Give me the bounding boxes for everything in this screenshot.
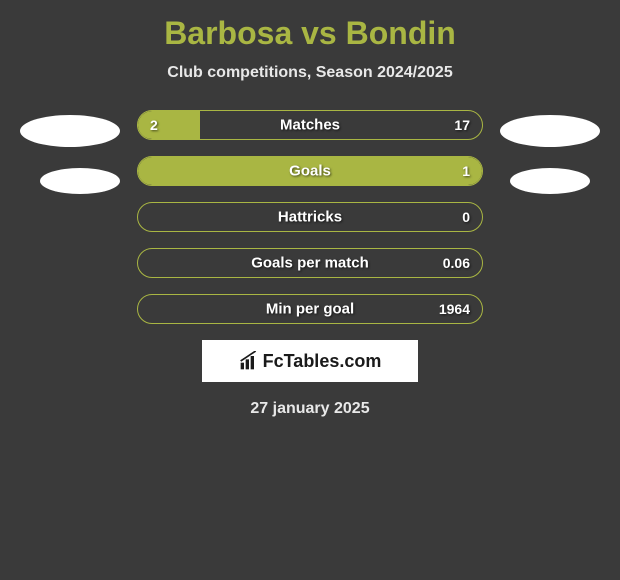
bars-wrapper: 2 Matches 17 Goals 1 Hattricks 0 Goals p… (137, 110, 483, 324)
bar-label-matches: Matches (138, 117, 482, 134)
bar-value-mpg-right: 1964 (439, 301, 470, 317)
bar-label-gpm: Goals per match (138, 255, 482, 272)
comparison-chart: 2 Matches 17 Goals 1 Hattricks 0 Goals p… (10, 110, 610, 324)
bar-value-matches-right: 17 (454, 117, 470, 133)
player-avatar-right-secondary (510, 168, 590, 194)
player-avatar-right (500, 115, 600, 147)
bar-value-gpm-right: 0.06 (443, 255, 470, 271)
bar-label-goals: Goals (138, 163, 482, 180)
bar-row-matches: 2 Matches 17 (137, 110, 483, 140)
footer-date: 27 january 2025 (10, 400, 610, 418)
main-container: Barbosa vs Bondin Club competitions, Sea… (0, 0, 620, 428)
bar-row-hattricks: Hattricks 0 (137, 202, 483, 232)
branding-logo: FcTables.com (202, 340, 418, 382)
logo-label: FcTables.com (263, 351, 382, 372)
player-avatar-left (20, 115, 120, 147)
bar-row-gpm: Goals per match 0.06 (137, 248, 483, 278)
logo-content: FcTables.com (239, 351, 382, 372)
bar-label-mpg: Min per goal (138, 301, 482, 318)
bar-value-goals-right: 1 (462, 163, 470, 179)
bar-row-mpg: Min per goal 1964 (137, 294, 483, 324)
page-subtitle: Club competitions, Season 2024/2025 (10, 64, 610, 82)
bar-value-hattricks-right: 0 (462, 209, 470, 225)
chart-icon (239, 351, 259, 371)
player-avatar-left-secondary (40, 168, 120, 194)
page-title: Barbosa vs Bondin (10, 15, 610, 52)
bar-label-hattricks: Hattricks (138, 209, 482, 226)
bar-row-goals: Goals 1 (137, 156, 483, 186)
